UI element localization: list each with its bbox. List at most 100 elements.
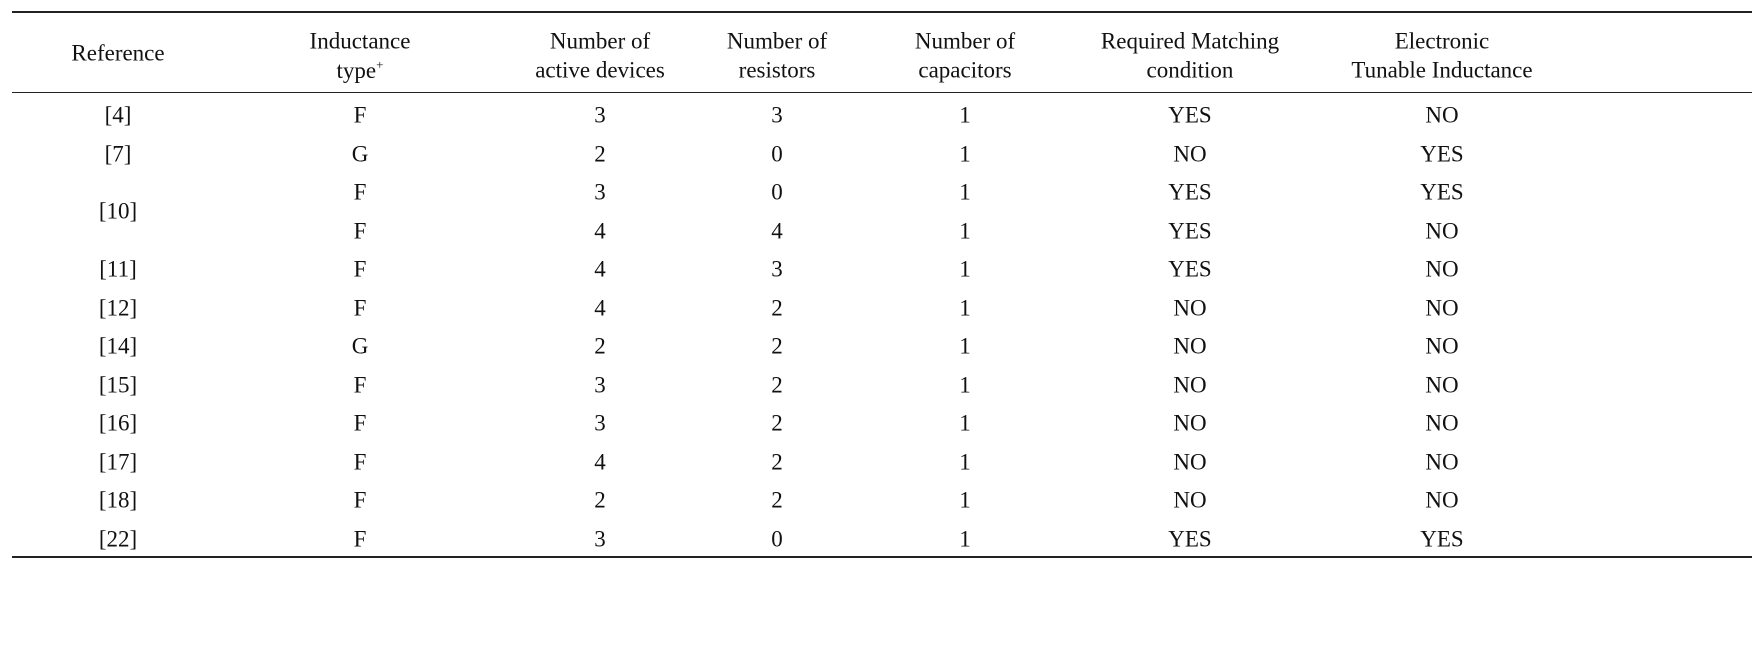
table-cell: NO [1173,141,1207,166]
reference-cell: [10] [98,198,138,224]
table-cell: 2 [771,372,783,397]
table-cell: F [353,526,367,551]
header-cell: Number of [549,28,651,54]
table-cell: 4 [771,218,783,243]
header-cell: Reference [71,40,165,66]
table-cell: NO [1173,295,1207,320]
table-cell: NO [1173,410,1207,436]
table-cell: NO [1173,372,1207,397]
table-cell: F [353,372,367,397]
header-cell: capacitors [918,57,1012,83]
table-cell: G [351,141,369,166]
table-cell: 2 [771,487,783,513]
table-cell: NO [1425,102,1459,128]
header-cell: type+ [336,57,384,83]
table-cell: 1 [959,141,971,166]
table-cell: 2 [771,449,783,474]
table-cell: 1 [959,179,971,205]
table-cell: NO [1173,449,1207,474]
table-cell: NO [1425,295,1459,320]
header-cell: condition [1146,57,1234,83]
table-cell: 1 [959,102,971,128]
table-cell: 2 [594,141,606,166]
table-cell: F [353,218,367,243]
table-cell: YES [1168,102,1212,128]
table-cell: NO [1173,487,1207,513]
table-cell: 3 [594,410,606,436]
table-cell: YES [1168,179,1212,205]
reference-cell: [11] [99,256,137,282]
table-cell: YES [1420,141,1464,166]
table-cell: 3 [594,179,606,205]
table-cell: F [353,449,367,474]
table-cell: 4 [594,295,606,320]
table-cell: F [353,179,367,205]
table-cell: 4 [594,449,606,474]
table-cell: 4 [594,256,606,282]
reference-cell: [4] [104,102,132,128]
top-rule [12,11,1752,13]
table-cell: 3 [594,526,606,551]
table-cell: 0 [771,526,783,551]
table-cell: 2 [771,295,783,320]
header-cell: Number of [726,28,828,54]
header-cell: resistors [738,57,816,83]
table-cell: 0 [771,179,783,205]
table-cell: 1 [959,372,971,397]
table-cell: NO [1425,487,1459,513]
table-cell: F [353,410,367,436]
header-cell: Required Matching [1100,28,1280,54]
table-cell: NO [1425,372,1459,397]
reference-cell: [7] [104,141,132,166]
reference-cell: [17] [98,449,138,474]
table-cell: F [353,256,367,282]
table-cell: YES [1420,179,1464,205]
header-cell: active devices [535,57,665,83]
table-cell: YES [1168,218,1212,243]
header-superscript: + [376,57,384,72]
header-cell: Electronic [1394,28,1490,54]
reference-cell: [15] [98,372,138,397]
table-cell: 1 [959,487,971,513]
header-cell: Tunable Inductance [1351,57,1533,83]
table-cell: F [353,295,367,320]
table-cell: NO [1425,218,1459,243]
reference-cell: [12] [98,295,138,320]
table-cell: F [353,102,367,128]
table-cell: 2 [594,333,606,359]
table-cell: 1 [959,333,971,359]
bottom-rule [12,556,1752,558]
table-cell: F [353,487,367,513]
table-cell: 2 [771,410,783,436]
table-cell: 3 [594,372,606,397]
table-cell: 3 [594,102,606,128]
table-cell: 0 [771,141,783,166]
header-rule [12,92,1752,93]
table-cell: 3 [771,256,783,282]
reference-cell: [14] [98,333,138,359]
table-cell: 1 [959,218,971,243]
reference-cell: [22] [98,526,138,551]
table-cell: 1 [959,449,971,474]
table-cell: YES [1168,256,1212,282]
header-cell: Inductance [309,28,411,54]
table-cell: 1 [959,526,971,551]
reference-cell: [16] [98,410,138,436]
header-cell: Number of [914,28,1016,54]
reference-cell: [18] [98,487,138,513]
table-cell: 4 [594,218,606,243]
table-cell: 1 [959,295,971,320]
table-cell: 1 [959,256,971,282]
table-cell: NO [1425,410,1459,436]
table-cell: NO [1425,256,1459,282]
table-cell: YES [1420,526,1464,551]
table-cell: NO [1425,333,1459,359]
table-cell: NO [1425,449,1459,474]
table-cell: 2 [594,487,606,513]
table-cell: 1 [959,410,971,436]
table-cell: 2 [771,333,783,359]
table-cell: NO [1173,333,1207,359]
table-cell: YES [1168,526,1212,551]
table-cell: G [351,333,369,359]
